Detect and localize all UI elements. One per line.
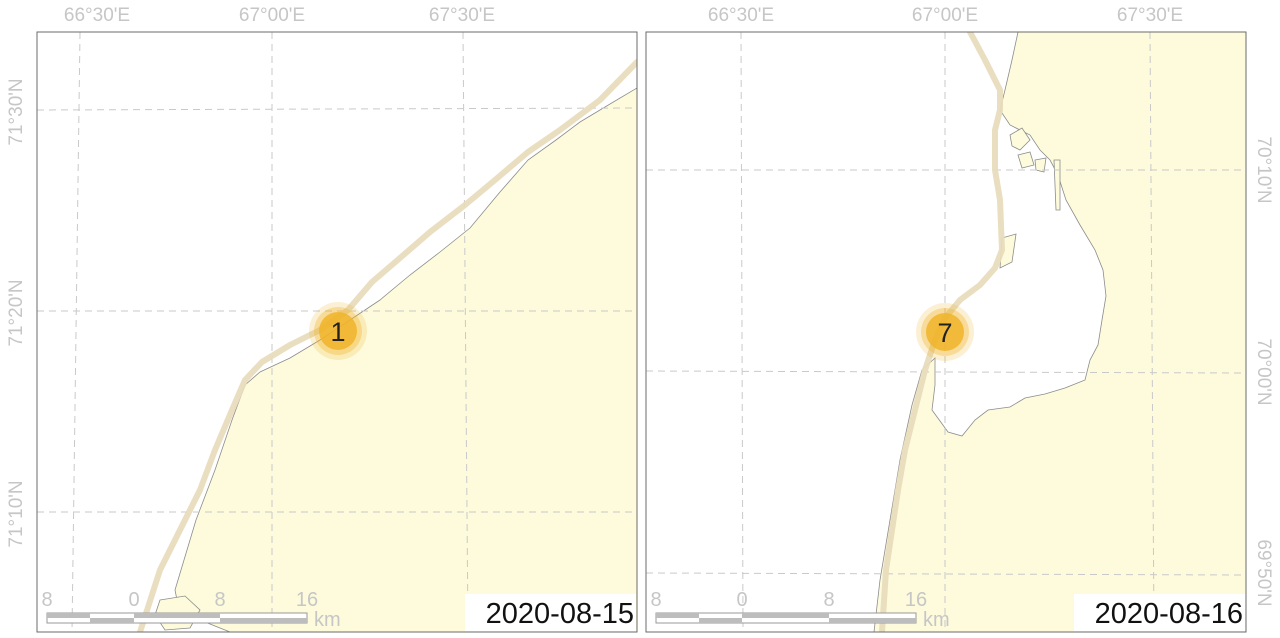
lat-label: 71°20'N xyxy=(6,279,27,346)
scale-label: 0 xyxy=(128,589,139,611)
cluster-count: 1 xyxy=(330,317,345,347)
lon-label: 67°00'E xyxy=(912,5,978,26)
lon-label: 66°30'E xyxy=(708,5,774,26)
island xyxy=(1034,157,1047,173)
scale-label: 8 xyxy=(650,589,661,611)
scale-label: 8 xyxy=(41,589,52,611)
scale-label: 8 xyxy=(823,589,834,611)
vessel-track xyxy=(879,32,1005,632)
map-frame xyxy=(36,31,638,633)
date-label: 2020-08-15 xyxy=(486,598,634,630)
scale-unit: km xyxy=(923,609,950,631)
graticule xyxy=(646,32,1246,632)
lon-label: 67°00'E xyxy=(239,5,305,26)
cluster-marker[interactable]: 1 xyxy=(309,302,367,360)
graticule xyxy=(37,32,637,632)
map-panel-2[interactable]: 66°30'E 67°00'E 67°30'E 70°10'N 70°00'N … xyxy=(645,5,1274,633)
island xyxy=(1017,151,1035,169)
map-frame xyxy=(645,31,1247,633)
lat-label: 70°10'N xyxy=(1253,136,1274,203)
lat-label: 69°50'N xyxy=(1253,539,1274,606)
scale-bar: 8 0 8 16 km xyxy=(650,589,949,631)
scale-label: 0 xyxy=(736,589,747,611)
lon-label: 67°30'E xyxy=(1117,5,1183,26)
island xyxy=(1009,127,1031,151)
lat-label: 70°00'N xyxy=(1253,338,1274,405)
scale-label: 16 xyxy=(296,589,318,611)
scale-unit: km xyxy=(314,609,341,631)
lat-label: 71°10'N xyxy=(6,480,27,547)
scale-label: 8 xyxy=(214,589,225,611)
cluster-count: 7 xyxy=(937,318,952,348)
lat-label: 71°30'N xyxy=(6,78,27,145)
date-label: 2020-08-16 xyxy=(1095,598,1243,630)
cluster-marker[interactable]: 7 xyxy=(916,303,974,361)
lon-label: 67°30'E xyxy=(429,5,495,26)
lon-label: 66°30'E xyxy=(64,5,130,26)
map-panel-1[interactable]: 66°30'E 67°00'E 67°30'E 71°30'N 71°20'N … xyxy=(6,5,638,633)
scale-label: 16 xyxy=(905,589,927,611)
island xyxy=(1053,159,1061,211)
scale-bar: 8 0 8 16 km xyxy=(41,589,340,631)
